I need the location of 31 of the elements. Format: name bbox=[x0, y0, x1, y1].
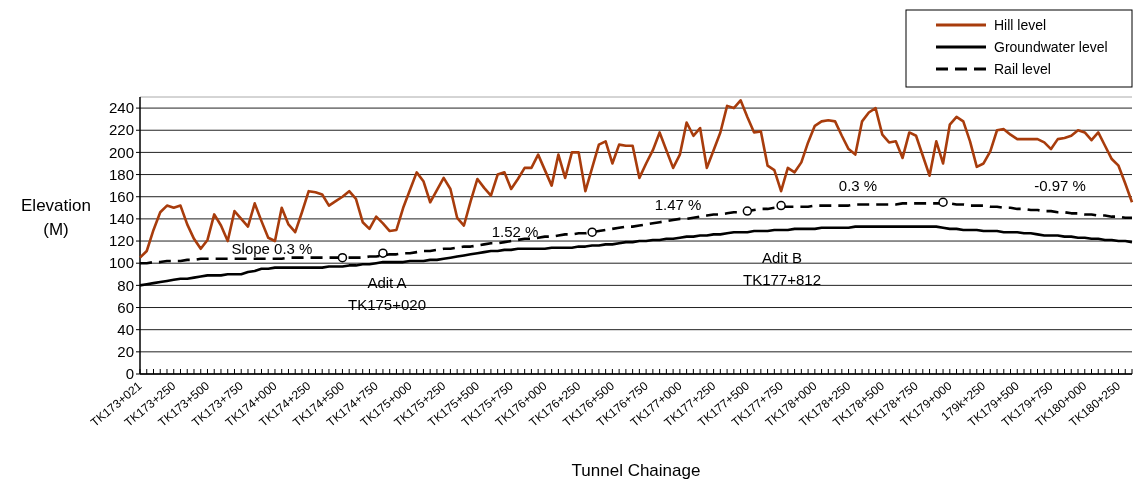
annotation: 0.3 % bbox=[838, 177, 878, 195]
legend-label: Groundwater level bbox=[994, 38, 1108, 55]
y-tick-label: 200 bbox=[108, 143, 134, 161]
y-tick-label: 240 bbox=[108, 99, 134, 117]
x-axis-title: Tunnel Chainage bbox=[571, 461, 701, 480]
annotation: -0.97 % bbox=[1034, 177, 1086, 195]
point bbox=[378, 248, 388, 258]
point bbox=[938, 197, 948, 208]
legend-label: Rail level bbox=[994, 60, 1051, 77]
annotation: Adit B bbox=[761, 249, 803, 267]
point bbox=[742, 206, 753, 216]
y-axis-title: Elevation (M) bbox=[21, 196, 91, 239]
y-tick-label: 140 bbox=[108, 210, 134, 228]
y-tick-label: 20 bbox=[117, 343, 134, 361]
point bbox=[337, 252, 348, 263]
annotation: 1.47 % bbox=[654, 196, 702, 214]
y-tick-label: 220 bbox=[108, 121, 134, 139]
point bbox=[776, 200, 786, 211]
y-tick-label: 100 bbox=[108, 254, 134, 272]
y-tick-label: 40 bbox=[117, 320, 134, 338]
y-tick-label: 0 bbox=[125, 365, 134, 383]
y-tick-label: 160 bbox=[108, 187, 134, 205]
legend-label: Hill level bbox=[994, 16, 1047, 33]
point bbox=[587, 227, 597, 237]
annotation: 1.52 % bbox=[491, 223, 539, 241]
y-tick-label: 180 bbox=[108, 165, 134, 183]
y-tick-label: 120 bbox=[108, 232, 134, 250]
annotation: TK177+812 bbox=[743, 271, 821, 289]
annotation: Slope 0.3 % bbox=[231, 240, 313, 258]
y-tick-label: 60 bbox=[117, 298, 134, 316]
y-tick-label: 80 bbox=[117, 276, 134, 294]
